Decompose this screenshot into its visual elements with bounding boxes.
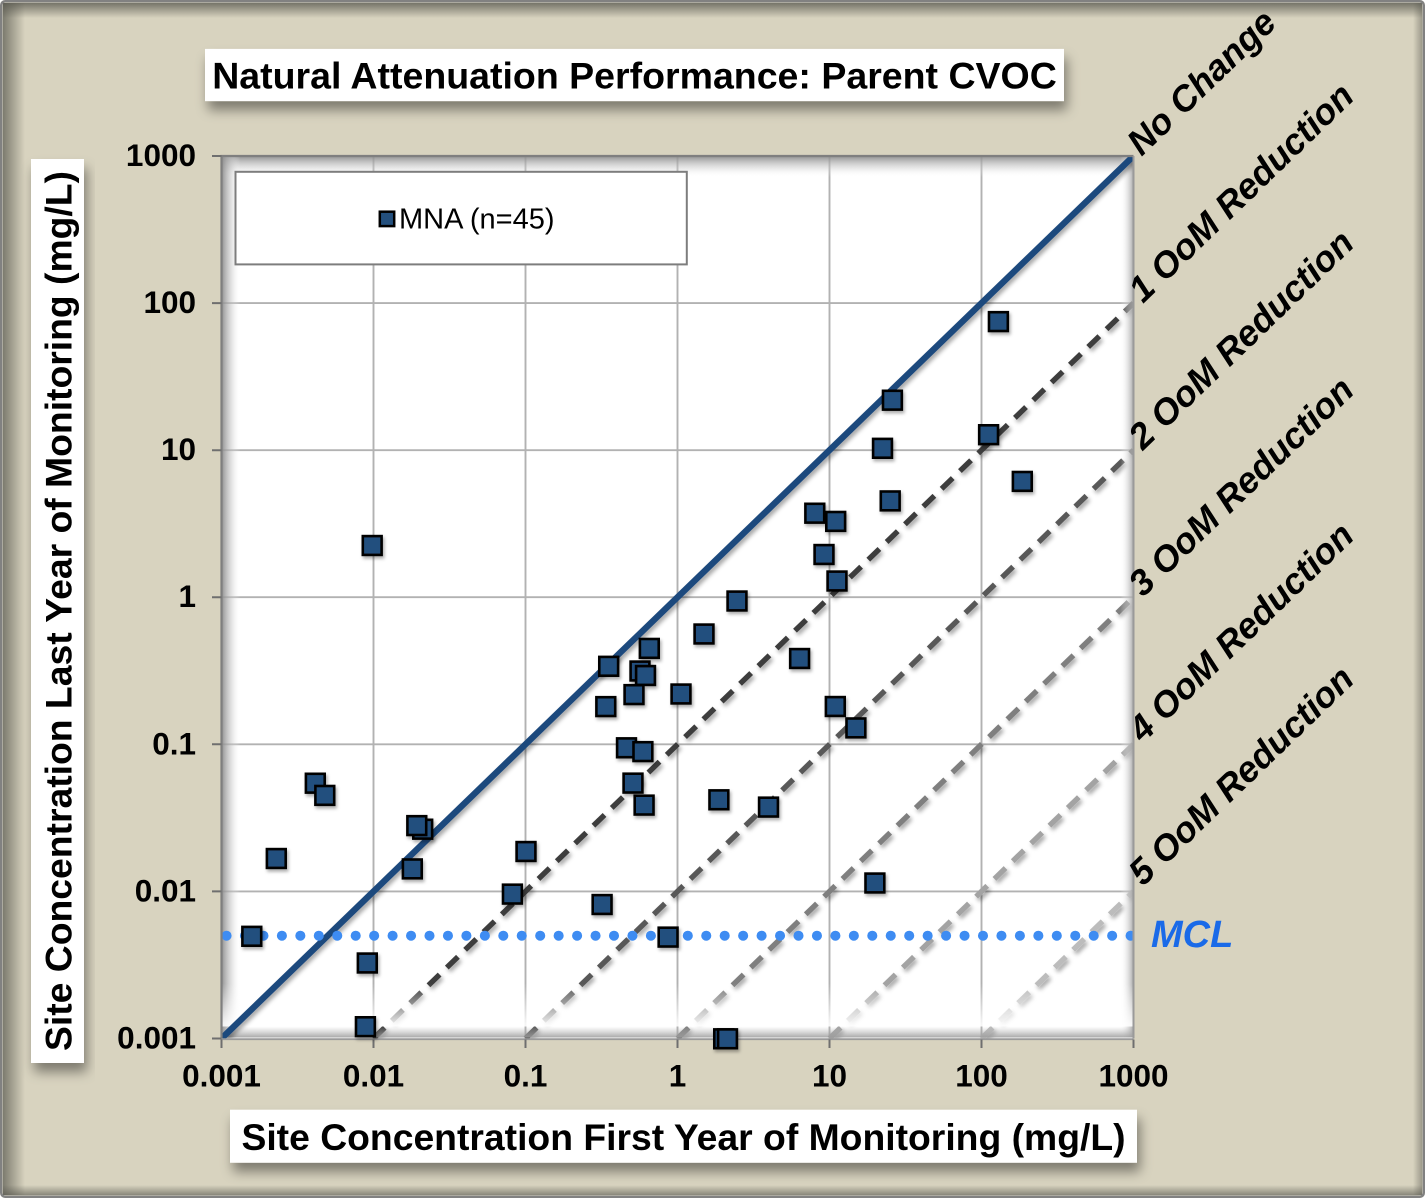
svg-text:0.001: 0.001: [117, 1020, 196, 1056]
svg-text:0.1: 0.1: [152, 725, 196, 761]
svg-text:1: 1: [178, 578, 196, 614]
svg-text:100: 100: [143, 284, 196, 320]
svg-text:MNA (n=45): MNA (n=45): [399, 203, 555, 235]
svg-text:10: 10: [161, 431, 196, 467]
svg-text:Site Concentration First Year: Site Concentration First Year of Monitor…: [241, 1116, 1125, 1158]
svg-text:0.01: 0.01: [343, 1058, 404, 1094]
svg-text:0.01: 0.01: [135, 872, 196, 908]
svg-text:Natural Attenuation Performanc: Natural Attenuation Performance: Parent …: [212, 55, 1057, 97]
svg-text:Site Concentration Last Year o: Site Concentration Last Year of Monitori…: [37, 171, 79, 1051]
svg-text:10: 10: [812, 1058, 847, 1094]
svg-text:1: 1: [669, 1058, 687, 1094]
svg-text:0.1: 0.1: [504, 1058, 548, 1094]
svg-text:1000: 1000: [1098, 1058, 1168, 1094]
svg-text:100: 100: [955, 1058, 1008, 1094]
svg-text:1000: 1000: [126, 137, 196, 173]
svg-text:MCL: MCL: [1151, 914, 1233, 956]
svg-text:0.001: 0.001: [182, 1058, 261, 1094]
